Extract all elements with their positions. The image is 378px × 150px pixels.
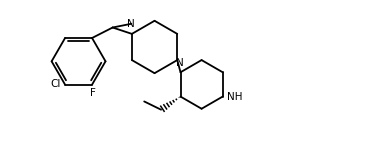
Text: NH: NH: [227, 92, 243, 102]
Text: N: N: [176, 58, 184, 68]
Text: N: N: [127, 19, 135, 29]
Text: F: F: [90, 88, 96, 98]
Text: Cl: Cl: [50, 79, 60, 89]
